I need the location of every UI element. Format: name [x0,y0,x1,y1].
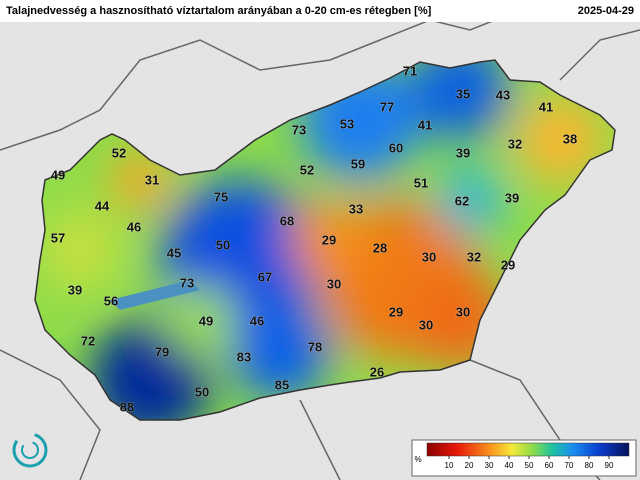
station-value: 51 [414,175,428,190]
station-value: 41 [539,99,553,114]
colorbar-tick-label: 30 [485,461,494,470]
station-value: 52 [300,162,314,177]
station-value: 46 [127,219,141,234]
station-value: 53 [340,116,354,131]
date: 2025-04-29 [578,5,634,17]
station-value: 29 [389,304,403,319]
colorbar-tick-label: 80 [585,461,594,470]
station-value: 46 [250,313,264,328]
station-value: 88 [120,399,134,414]
station-value: 29 [322,232,336,247]
station-value: 26 [370,364,384,379]
station-value: 35 [456,86,470,101]
station-value: 28 [373,240,387,255]
station-labels: 71 35 43 41 77 53 41 73 38 32 60 39 52 59 52 31 49 51 75 62… [50,63,577,415]
station-value: 56 [104,293,118,308]
station-value: 49 [51,167,65,182]
station-value: 79 [155,344,169,359]
station-value: 39 [68,282,82,297]
station-value: 50 [195,384,209,399]
colorbar-tick-label: 50 [525,461,534,470]
station-value: 33 [349,201,363,216]
station-value: 52 [112,145,126,160]
station-value: 43 [496,87,510,102]
station-value: 67 [258,269,272,284]
colorbar-tick-label: 10 [445,461,454,470]
legend-unit: % [414,455,421,464]
station-value: 45 [167,245,181,260]
station-value: 30 [422,249,436,264]
station-value: 85 [275,377,289,392]
station-value: 44 [95,198,110,213]
station-value: 32 [467,249,481,264]
station-value: 68 [280,213,294,228]
station-value: 31 [145,172,159,187]
station-value: 57 [51,230,65,245]
station-value: 30 [456,304,470,319]
station-value: 75 [214,189,228,204]
colorbar-tick-label: 60 [545,461,554,470]
station-value: 41 [418,117,432,132]
borders [0,9,640,480]
colorbar-tick-label: 90 [605,461,614,470]
station-value: 39 [456,145,470,160]
station-value: 77 [380,99,394,114]
station-value: 78 [308,339,322,354]
station-value: 71 [403,63,417,78]
station-value: 29 [501,257,515,272]
station-value: 73 [292,122,306,137]
colorbar [426,442,630,457]
colorbar-tick-label: 70 [565,461,574,470]
station-value: 30 [419,317,433,332]
station-value: 60 [389,140,403,155]
station-value: 59 [351,156,365,171]
station-value: 30 [327,276,341,291]
header-bar [0,0,640,22]
station-value: 50 [216,237,230,252]
station-value: 83 [237,349,251,364]
colorbar-tick-label: 40 [505,461,514,470]
station-value: 32 [508,136,522,151]
colorbar-tick-label: 20 [465,461,474,470]
logo [12,432,48,468]
title: Talajnedvesség a hasznosítható víztartal… [6,5,432,17]
station-value: 39 [505,190,519,205]
station-value: 73 [180,275,194,290]
station-value: 49 [199,313,213,328]
station-value: 62 [455,193,469,208]
station-value: 38 [563,131,577,146]
station-value: 72 [81,333,95,348]
